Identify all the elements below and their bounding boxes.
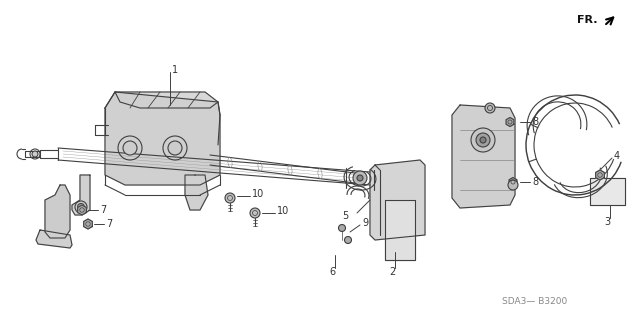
Circle shape (480, 137, 486, 143)
Circle shape (32, 151, 38, 157)
Polygon shape (385, 200, 415, 260)
Polygon shape (36, 230, 72, 248)
Text: 3: 3 (604, 217, 610, 227)
Circle shape (471, 128, 495, 152)
Text: 8: 8 (532, 117, 538, 127)
Polygon shape (506, 117, 514, 127)
Text: 9: 9 (362, 218, 368, 228)
Circle shape (344, 236, 351, 243)
Polygon shape (509, 177, 517, 187)
Text: 8: 8 (532, 177, 538, 187)
Text: 2: 2 (389, 267, 395, 277)
Circle shape (225, 193, 235, 203)
Circle shape (485, 103, 495, 113)
Text: 10: 10 (277, 206, 289, 216)
Polygon shape (84, 219, 92, 229)
Polygon shape (452, 105, 515, 208)
Polygon shape (590, 178, 625, 205)
Polygon shape (72, 175, 90, 215)
Circle shape (476, 133, 490, 147)
Text: 10: 10 (252, 189, 264, 199)
Polygon shape (370, 160, 425, 240)
Polygon shape (77, 205, 86, 215)
Polygon shape (115, 92, 218, 108)
Text: 7: 7 (106, 219, 112, 229)
Text: 6: 6 (329, 267, 335, 277)
Polygon shape (105, 92, 220, 185)
Text: 1: 1 (172, 65, 178, 75)
Text: 7: 7 (100, 205, 106, 215)
Circle shape (168, 141, 182, 155)
Circle shape (508, 180, 518, 190)
Circle shape (77, 204, 84, 211)
Text: FR.: FR. (577, 15, 598, 25)
Text: SDA3— B3200: SDA3— B3200 (502, 298, 568, 307)
Text: 4: 4 (614, 151, 620, 161)
Circle shape (250, 208, 260, 218)
Text: 5: 5 (342, 211, 348, 221)
Circle shape (357, 175, 363, 181)
Polygon shape (45, 185, 70, 238)
Polygon shape (596, 170, 604, 180)
Circle shape (123, 141, 137, 155)
Circle shape (353, 171, 367, 185)
Polygon shape (185, 175, 208, 210)
Circle shape (339, 225, 346, 232)
